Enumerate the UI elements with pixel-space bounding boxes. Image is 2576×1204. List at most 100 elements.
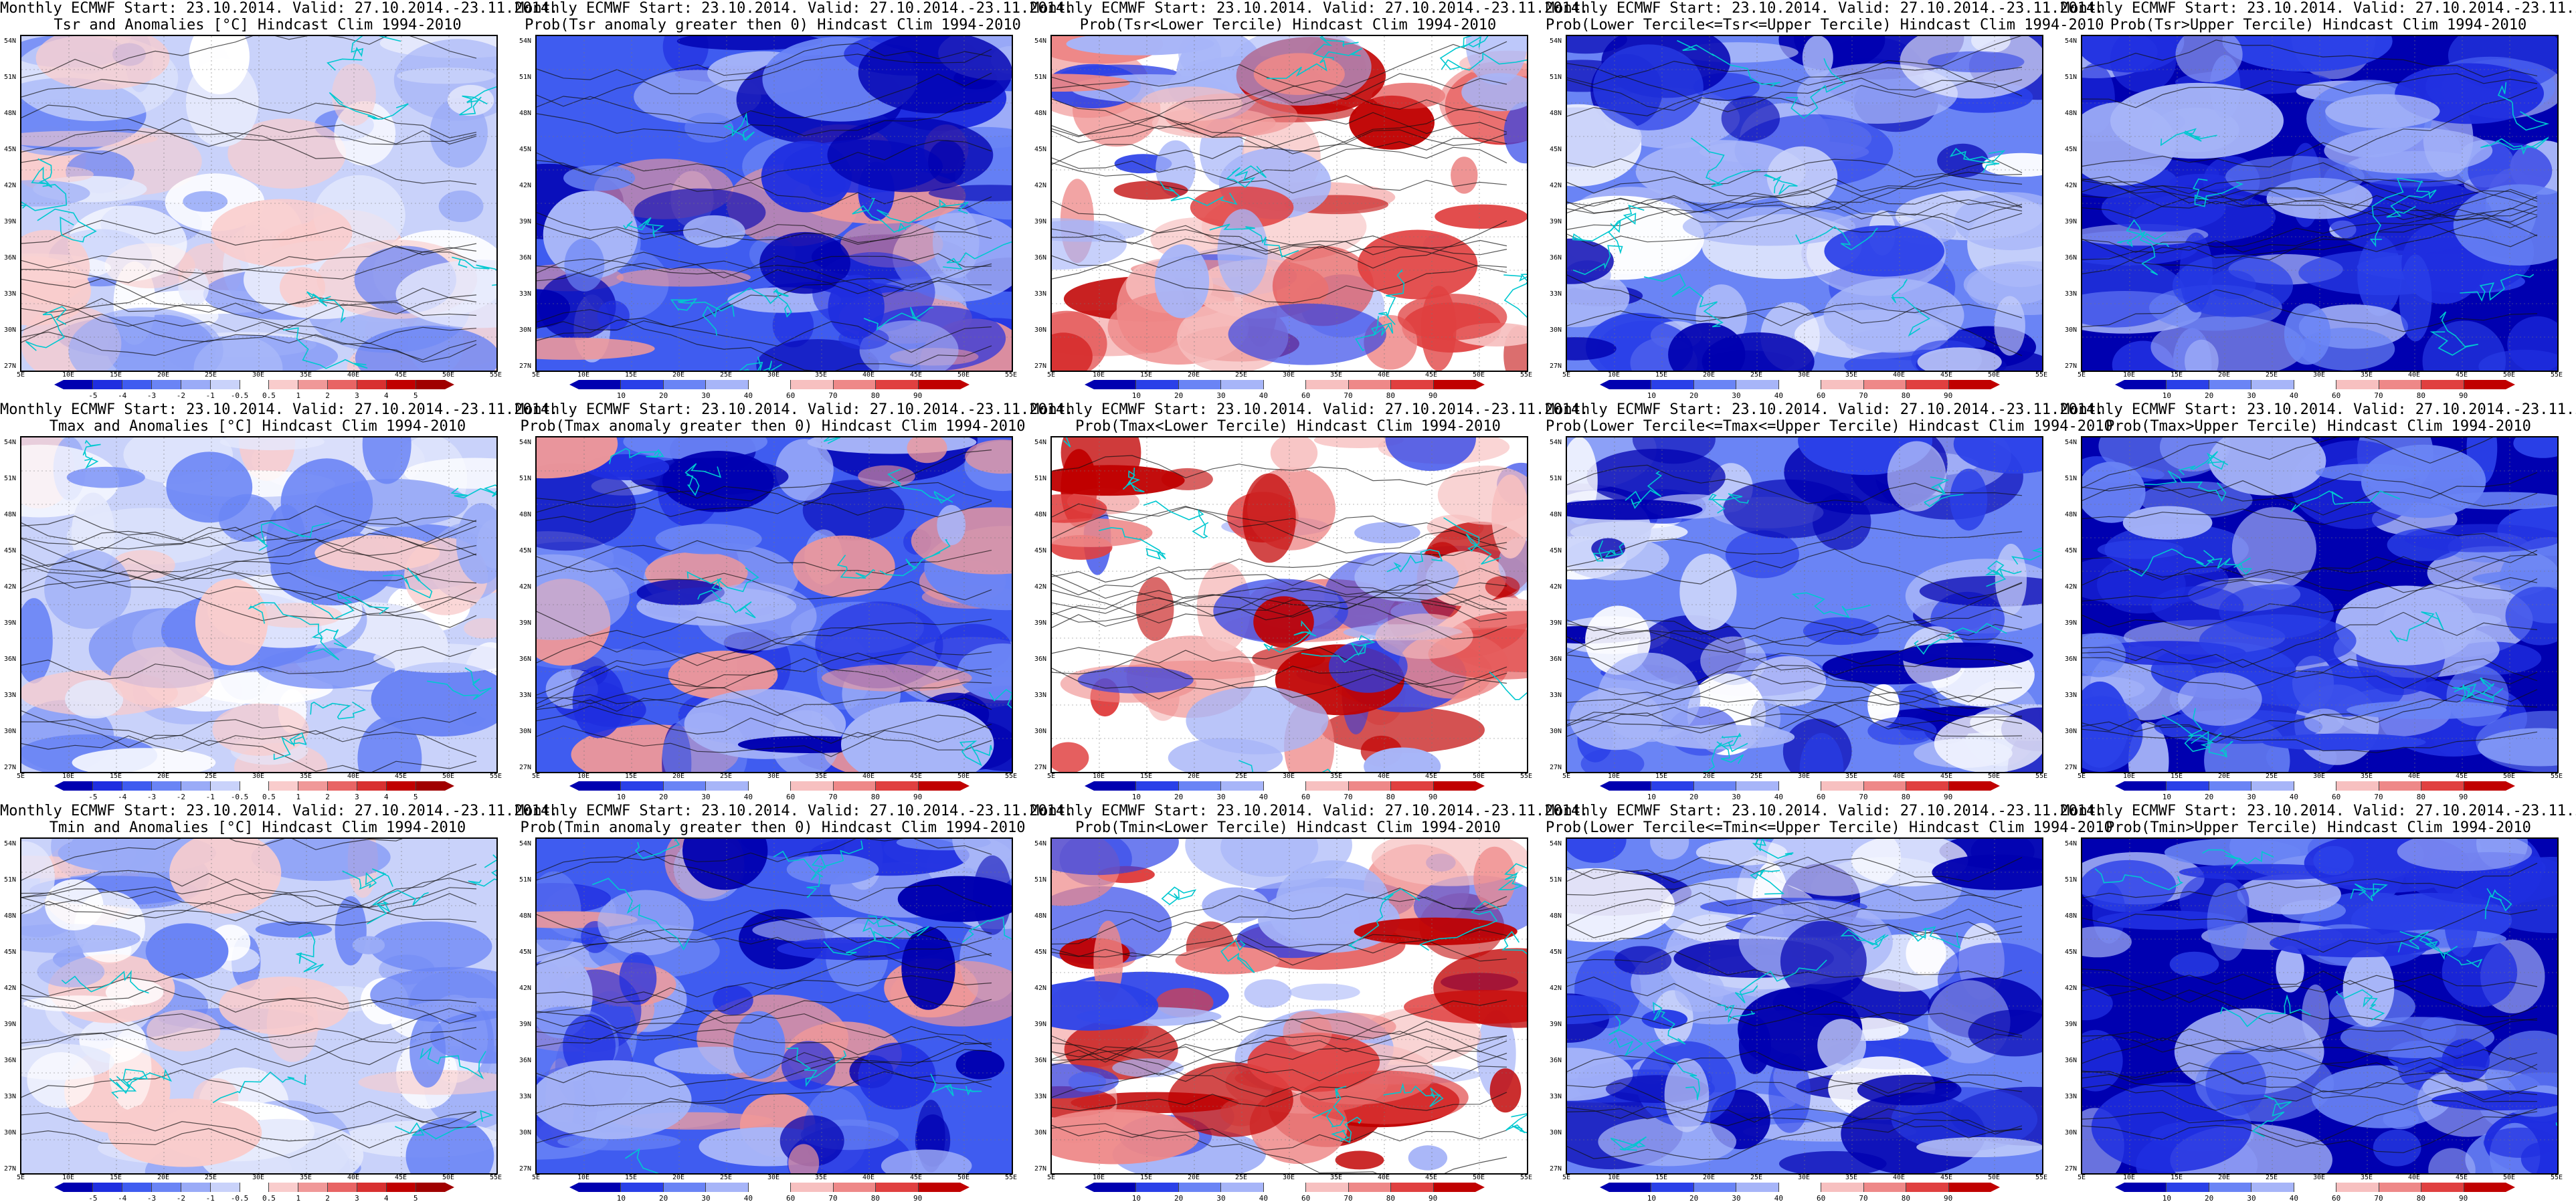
lat-label: 42N	[2065, 182, 2078, 189]
shading-patch	[1375, 613, 1473, 660]
colorbar-cell	[151, 781, 181, 791]
colorbar-tick: 80	[870, 793, 880, 801]
contour-line	[537, 482, 992, 513]
lat-label: 45N	[2065, 146, 2078, 153]
colorbar-max-arrow	[2506, 781, 2515, 791]
colorbar-cell	[579, 380, 622, 389]
coastline	[1418, 900, 1500, 951]
contour-line	[2082, 473, 2538, 507]
shading-patch	[1682, 207, 1856, 246]
colorbar-tick: 60	[1817, 391, 1826, 400]
coastline	[1750, 869, 1784, 895]
lat-label: 27N	[2065, 1165, 2078, 1173]
contour-line	[1567, 199, 2023, 247]
contour-line	[1052, 1124, 1507, 1151]
coastline	[836, 555, 875, 579]
lat-label: 45N	[519, 146, 532, 153]
contour-line	[1052, 659, 1507, 698]
map-panel-tmax-4: Monthly ECMWF Start: 23.10.2014. Valid: …	[1546, 401, 2113, 803]
map-plot	[1050, 35, 1528, 372]
colorbar-tick: 70	[1344, 1194, 1353, 1203]
colorbar-tick: 4	[383, 391, 389, 400]
contour-line	[1567, 274, 2023, 318]
coastline	[1209, 223, 1299, 258]
lat-label: 33N	[4, 290, 17, 298]
lat-label: 42N	[1550, 985, 1562, 992]
shading-patch	[1385, 437, 1476, 472]
colorbar-max-arrow	[960, 781, 970, 791]
lat-label: 48N	[4, 110, 17, 117]
panel-title-line1: Monthly ECMWF Start: 23.10.2014. Valid: …	[1030, 401, 1589, 418]
contour-line	[537, 449, 992, 508]
contour-line	[1052, 114, 1507, 150]
contour-line	[1567, 36, 2022, 86]
contour-line	[537, 682, 992, 716]
shading-patch	[2169, 173, 2235, 191]
shading-patch	[2231, 507, 2316, 591]
shading-patch	[145, 923, 229, 979]
map-plot	[535, 436, 1013, 773]
colorbar-cell	[2464, 380, 2506, 389]
coastline	[634, 839, 680, 860]
contour-line	[1567, 307, 2023, 357]
panel-title: Monthly ECMWF Start: 23.10.2014. Valid: …	[515, 0, 1073, 33]
colorbar-tick: 10	[1647, 1194, 1656, 1203]
coastline	[684, 463, 722, 496]
colorbar-tick: 5	[413, 1194, 418, 1203]
shading-patch	[464, 618, 496, 639]
coastline	[1263, 620, 1317, 654]
shading-patch	[1139, 86, 1243, 122]
lon-label: 15E	[109, 371, 122, 379]
map-plot	[20, 837, 498, 1175]
contour-line	[21, 278, 477, 316]
lon-label: 15E	[1655, 773, 1668, 780]
contour-line	[1052, 597, 1507, 622]
colorbar-cell	[1948, 380, 1991, 389]
colorbar-cell	[748, 380, 792, 389]
lon-label: 25E	[719, 371, 733, 379]
colorbar	[2124, 380, 2506, 389]
shading-patch	[1052, 218, 1127, 270]
contour-line	[1567, 582, 2023, 654]
contour-line	[21, 893, 477, 926]
lon-label: 15E	[624, 773, 638, 780]
contour-line	[537, 627, 992, 696]
shading-patch	[676, 36, 822, 50]
coastline	[773, 288, 792, 318]
colorbar-cell	[151, 1183, 181, 1192]
lat-label: 30N	[1034, 1129, 1047, 1136]
lon-label: 30E	[1797, 1174, 1811, 1181]
coastline	[452, 256, 496, 286]
colorbar-tick: 0.5	[262, 391, 276, 400]
colorbar-cell	[1178, 380, 1222, 389]
shading-patch	[1052, 1064, 1119, 1099]
panel-title: Monthly ECMWF Start: 23.10.2014. Valid: …	[2061, 0, 2576, 33]
colorbar-tick: 70	[1344, 391, 1353, 400]
lat-label: 36N	[1550, 656, 1562, 663]
colorbar-cell	[918, 380, 960, 389]
shading-patch	[1420, 286, 1457, 371]
colorbar-cell	[1609, 1183, 1652, 1192]
field-shading	[537, 437, 1012, 772]
contour-line	[537, 683, 992, 738]
colorbar	[64, 1183, 445, 1192]
shading-patch	[2262, 733, 2426, 751]
lon-label: 20E	[1187, 371, 1200, 379]
lon-label: 20E	[1702, 371, 1716, 379]
shading-patch	[65, 680, 124, 719]
shading-patch	[1650, 839, 1689, 860]
contour-line	[2082, 969, 2538, 1017]
lon-label: 20E	[157, 371, 170, 379]
field-shading	[537, 36, 1012, 371]
shading-patch	[1586, 448, 1726, 506]
coastline	[1348, 888, 1420, 950]
lat-label: 42N	[519, 985, 532, 992]
lon-label: 40E	[1377, 1174, 1390, 1181]
colorbar-cell	[328, 1183, 358, 1192]
shading-patch	[1580, 748, 1645, 772]
colorbar-tick: 40	[2289, 391, 2298, 400]
coastline	[1645, 1039, 1700, 1100]
colorbar-cell	[1863, 1183, 1907, 1192]
colorbar-cell	[748, 1183, 792, 1192]
colorbar-cell	[2167, 781, 2209, 791]
